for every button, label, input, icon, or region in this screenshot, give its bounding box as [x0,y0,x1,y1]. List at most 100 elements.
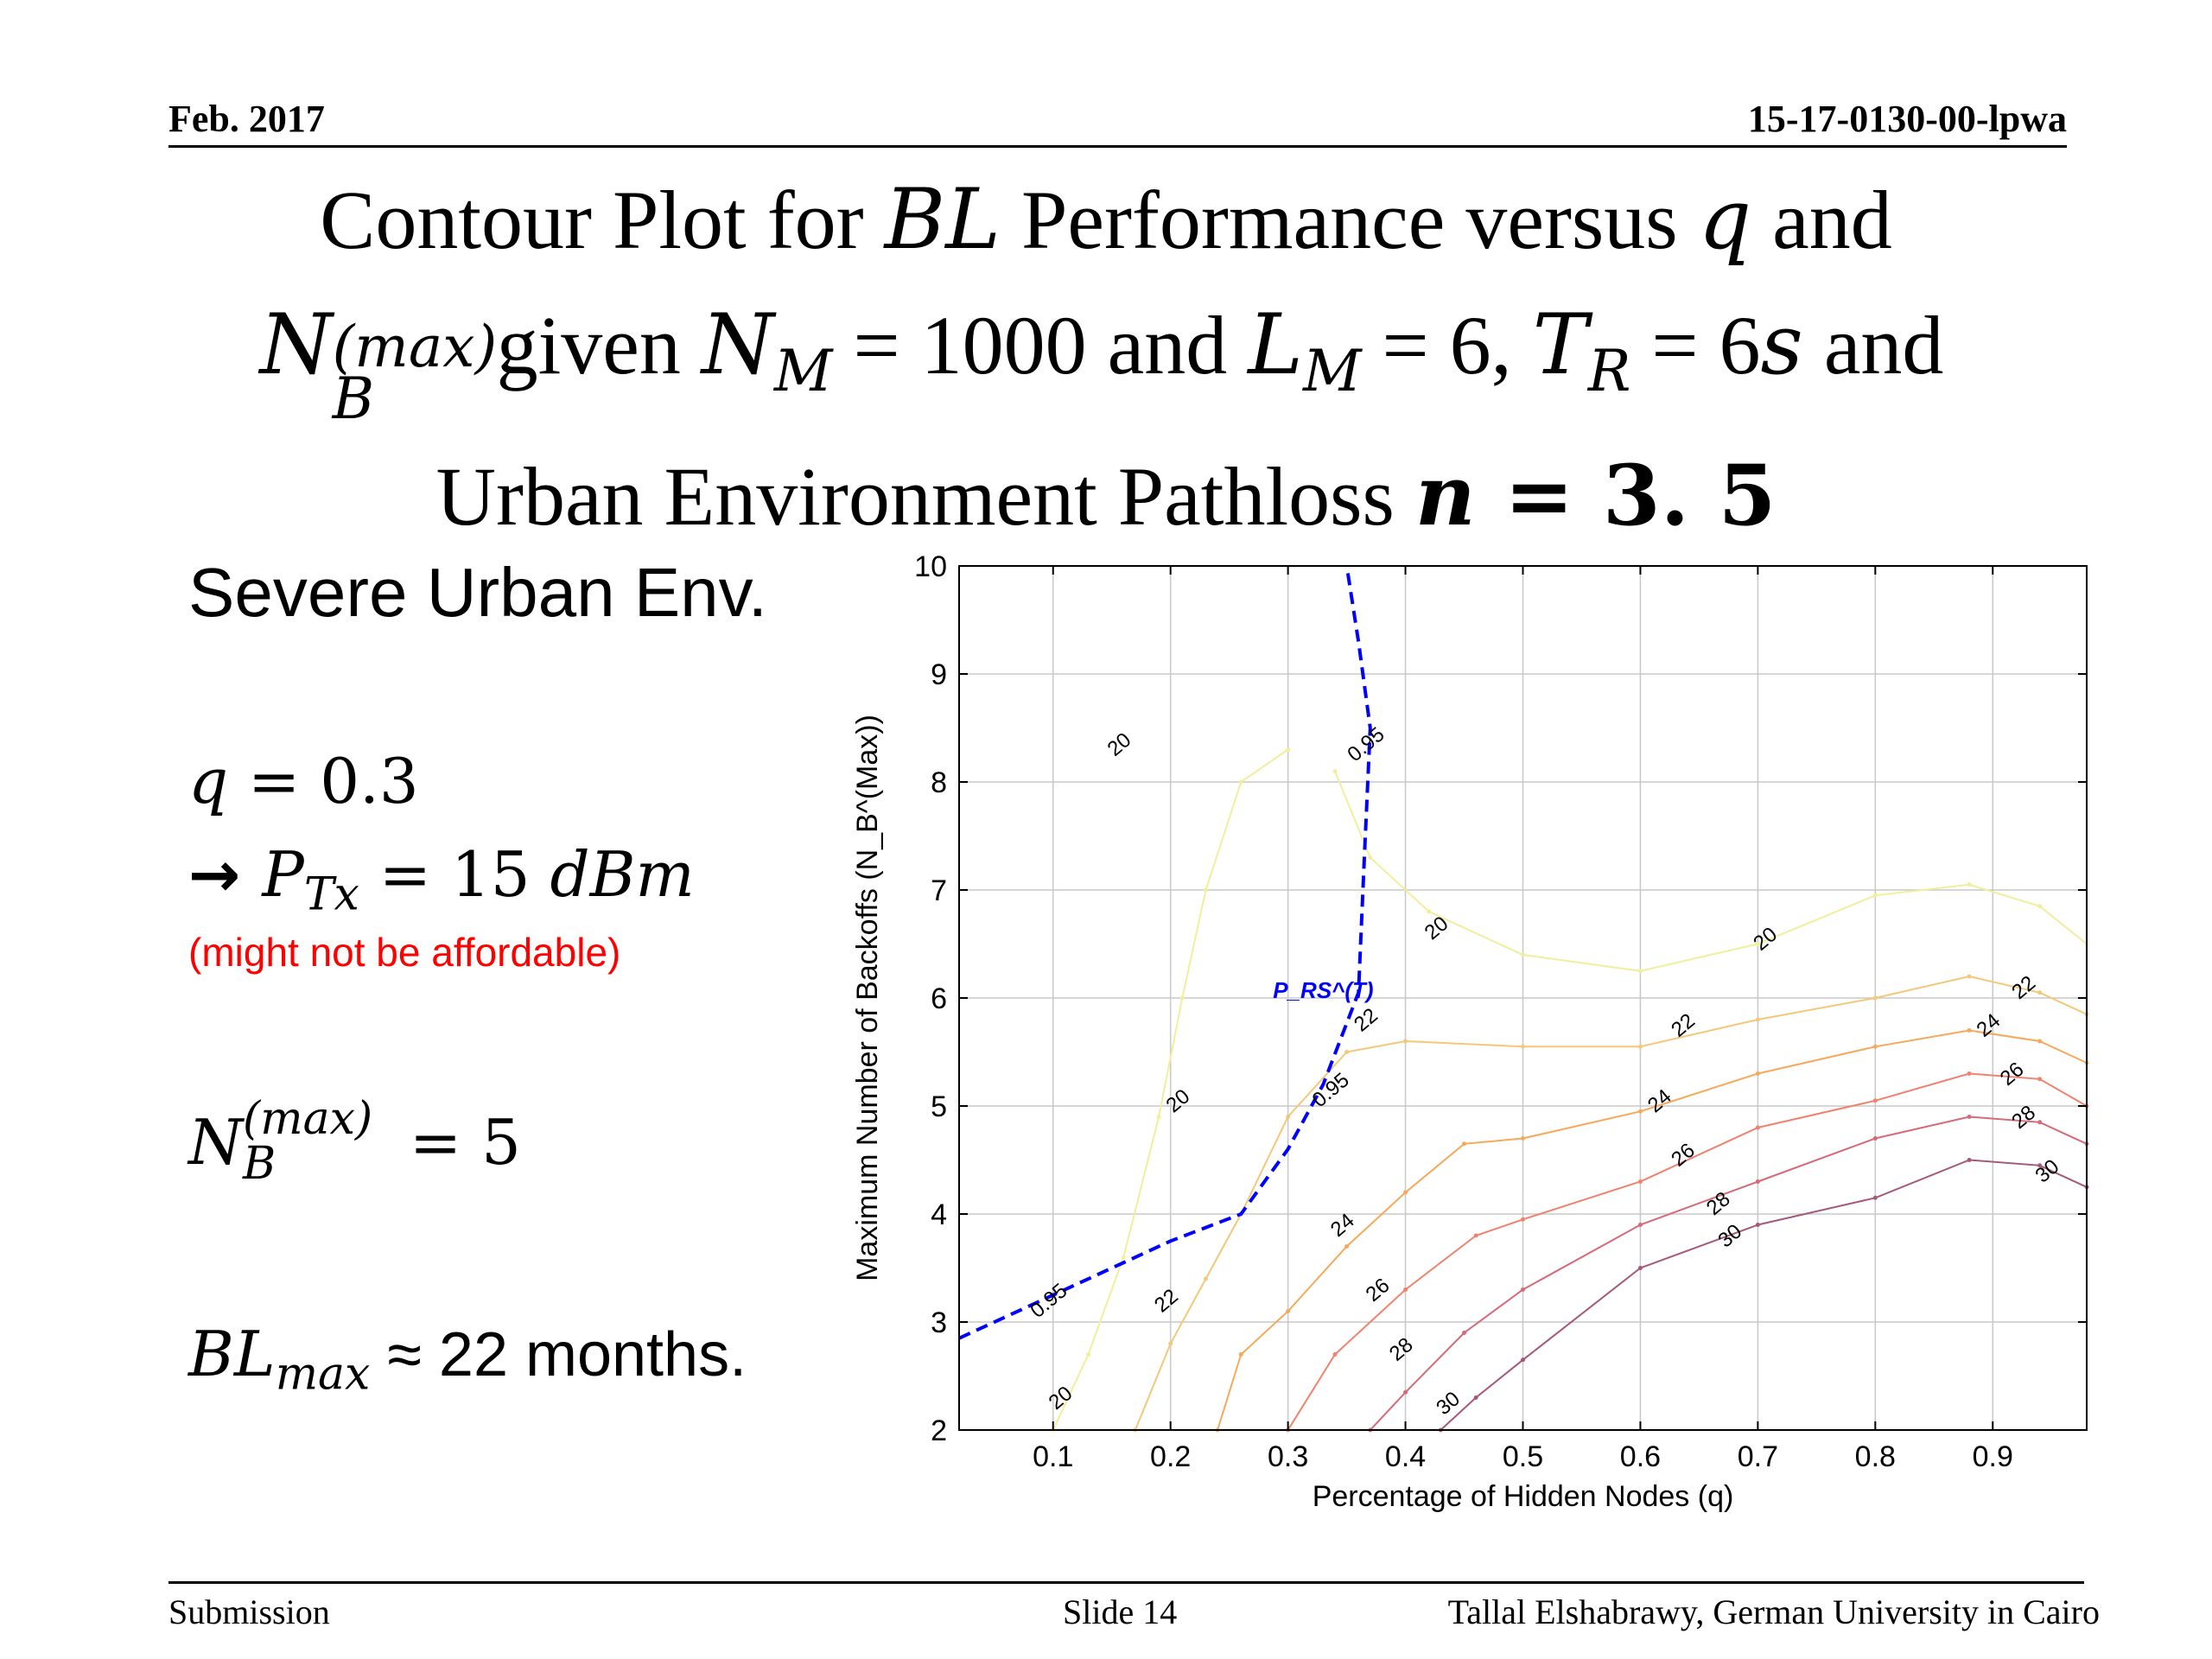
contour-point [1967,882,1972,887]
title-line-3: Urban Environment Pathloss n = 3. 5 [130,434,2082,559]
q-var: q [188,745,229,817]
chart-boundary: P_RS^(T) [958,565,1374,1340]
contour-point [1755,1223,1760,1227]
title-nb-sub: B [332,365,375,432]
contour-point [1521,1136,1525,1141]
contour-point [2037,1077,2043,1082]
contour-point [1473,1233,1478,1238]
contour-point [1755,1179,1760,1184]
contour-line-28 [1370,1116,2088,1431]
contour-point [1286,1309,1291,1313]
contour-line-20 [1052,748,1289,1431]
contour-point [1872,1098,1878,1103]
contour-point [1872,995,1878,1001]
nb-sub: B [243,1138,276,1190]
contour-point [1332,769,1338,773]
x-tick-label: 0.4 [1385,1440,1426,1473]
footer-author: Tallal Elshabrawy, German University in … [1447,1592,2100,1631]
contour-point [1755,1071,1760,1076]
contour-point [2037,1039,2043,1044]
contour-point [1521,1217,1525,1222]
contour-point [2037,1163,2043,1168]
contour-line-20 [1334,771,2088,972]
ptx-var: P [262,838,304,911]
title-text: = 1000 and [832,299,1249,391]
y-tick-label: 6 [931,982,947,1015]
x-tick-label: 0.5 [1503,1440,1543,1473]
contour-point [1344,1244,1350,1249]
contour-point [1086,1352,1091,1357]
nb-var: N [188,1106,243,1179]
contour-point [1755,942,1760,946]
contour-point [1168,1341,1173,1346]
title-text: given [496,299,702,391]
contour-point [1462,1331,1467,1335]
bl-var: BL [188,1318,276,1390]
header-date: Feb. 2017 [168,98,325,140]
contour-point [1403,1389,1408,1395]
x-tick-label: 0.3 [1268,1440,1308,1473]
boundary-label: P_RS^(T) [1273,977,1373,1003]
y-tick-label: 4 [931,1198,947,1231]
title-nb-sup: (max) [332,314,498,380]
title-line-1: Contour Plot for BL Performance versus q… [130,157,2082,283]
y-tick-label: 9 [931,658,947,691]
arrow-icon: → [188,838,263,911]
contour-point [1286,1115,1291,1119]
y-tick-label: 3 [931,1306,947,1339]
contour-point [1755,1017,1760,1022]
contour-point [1521,1357,1525,1363]
footer-submission: Submission [168,1592,330,1631]
contour-point [1156,1115,1161,1119]
contour-point [1637,969,1643,974]
contour-point [1403,1287,1408,1292]
title-tr: T [1532,296,1588,393]
nb-value: N (max) B = 5 [188,1093,521,1190]
plot-frame [958,565,2088,1431]
contour-point [1203,887,1208,893]
slide-title: Contour Plot for BL Performance versus q… [130,157,2082,559]
title-text: and [1751,174,1892,266]
chart-grid [959,565,2087,1431]
title-nm-sub: M [773,338,833,405]
title-text: Contour Plot for [320,174,885,266]
title-bl: BL [884,171,1001,268]
contour-point [1238,779,1243,785]
title-s: s [1760,296,1803,393]
x-tick-label: 0.6 [1620,1440,1661,1473]
header-doc-id: 15-17-0130-00-lpwa [1747,98,2067,140]
contour-point [1872,1044,1878,1049]
x-axis-label: Percentage of Hidden Nodes (q) [1313,1480,1734,1513]
contour-point [1637,1044,1643,1049]
contour-point [1403,1039,1408,1044]
title-lm-sub: M [1302,338,1362,405]
ptx-unit: dBm [550,838,695,911]
contour-point [1637,1266,1643,1270]
contour-point [1238,1352,1243,1357]
title-text: Performance versus [1000,174,1699,266]
title-n: n [1414,447,1476,545]
x-tick-label: 0.1 [1033,1440,1073,1473]
contour-point [2037,1120,2043,1125]
bl-value: BLmax ≈ 22 months. [188,1318,747,1400]
contour-point [1286,747,1291,752]
q-val: = 0.3 [228,745,419,817]
contour-point [1967,974,1972,979]
bl-val: ≈ 22 months. [370,1320,747,1389]
contour-point [1967,1115,1972,1119]
nb-sup: (max) [243,1093,373,1145]
title-text: = 6 [1630,299,1761,391]
contour-point [1637,1109,1643,1114]
boundary-line [958,565,1372,1340]
y-tick-label: 10 [914,550,947,583]
title-n-value: = 3. 5 [1475,447,1777,545]
chart-contours [1051,747,2089,1433]
title-tr-sub: R [1587,338,1631,405]
ptx-value: → PTx = 15 dBm [188,838,695,920]
contour-point [2037,904,2043,909]
contour-point [1427,909,1432,914]
title-nb: N [259,296,333,393]
y-axis-label: Maximum Number of Backoffs (N_B^(Max)) [851,715,884,1281]
